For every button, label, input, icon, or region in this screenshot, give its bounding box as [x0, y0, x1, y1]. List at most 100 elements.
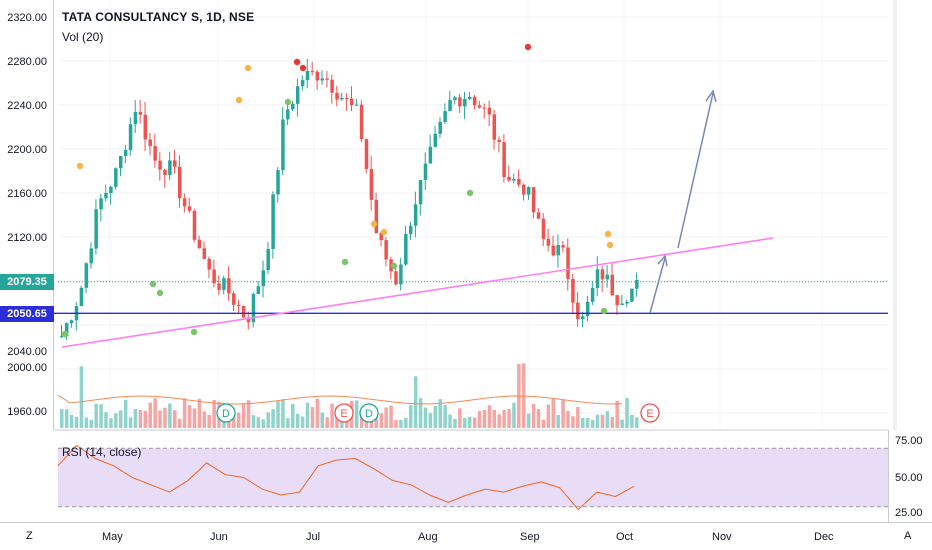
candle-body	[399, 264, 403, 285]
signal-dot	[466, 189, 474, 197]
price-tick: 2200.00	[7, 144, 47, 156]
volume-ma-line	[57, 394, 623, 405]
price-tick: 2280.00	[7, 56, 47, 68]
candle-body	[133, 111, 138, 125]
volume-bar	[394, 419, 398, 428]
candle-body	[340, 97, 344, 100]
candle-body	[350, 98, 354, 106]
candle-body	[581, 316, 585, 320]
candle-body	[463, 98, 467, 107]
event-marker	[359, 403, 379, 423]
volume-bar	[310, 407, 315, 428]
volume-bar	[541, 419, 546, 428]
volume-bar	[354, 400, 359, 428]
price-tick: 2160.00	[7, 188, 47, 200]
volume-bar	[463, 418, 467, 428]
volume-bar	[227, 418, 231, 428]
time-axis[interactable]: May Jun Jul Aug Sep Oct Nov Dec	[0, 522, 932, 550]
volume-bar	[615, 400, 619, 428]
volume-bar	[291, 404, 295, 428]
candle-body	[551, 245, 556, 256]
auto-scale-button[interactable]: A	[904, 530, 912, 542]
volume-bar	[138, 409, 143, 428]
volume-legend[interactable]: Vol (20)	[62, 30, 104, 44]
volume-bar	[123, 400, 128, 428]
volume-bar	[187, 405, 192, 428]
candle-body	[138, 111, 143, 115]
candle-body	[605, 274, 610, 280]
volume-bar	[536, 409, 541, 428]
candle-body	[69, 320, 74, 324]
candle-body	[236, 304, 241, 306]
candle-body	[217, 283, 221, 290]
volume-bar	[482, 409, 487, 428]
volume-bar	[359, 414, 364, 428]
candle-body	[502, 142, 506, 177]
candle-body	[531, 187, 536, 213]
volume-bar	[74, 416, 79, 428]
signal-dot	[299, 64, 307, 72]
candle-body	[305, 71, 310, 81]
candle-body	[487, 107, 492, 115]
candle-body	[335, 92, 339, 100]
volume-bar	[512, 402, 516, 428]
candle-body	[114, 168, 118, 187]
volume-bar	[497, 414, 501, 428]
rsi-line	[57, 444, 635, 511]
scroll-area[interactable]	[893, 0, 897, 430]
volume-bar	[472, 417, 477, 428]
zoom-toggle-button[interactable]: Z	[26, 530, 33, 542]
candle-body	[320, 78, 325, 81]
volume-bar	[384, 407, 388, 428]
volume-bar	[438, 399, 442, 428]
projection-arrow-head	[657, 254, 668, 267]
signal-dot	[293, 58, 301, 66]
volume-bar	[590, 419, 595, 428]
signal-dot	[76, 162, 84, 170]
volume-bar	[99, 404, 103, 428]
volume-bar	[443, 405, 447, 428]
candle-body	[266, 248, 270, 271]
candle-body	[281, 119, 285, 171]
signal-dot	[190, 328, 198, 336]
candle-body	[453, 97, 457, 101]
volume-bar	[635, 417, 639, 428]
event-marker-label: D	[222, 408, 230, 420]
signal-dot	[524, 43, 532, 51]
candle-body	[310, 71, 315, 73]
candle-body	[246, 317, 251, 323]
rsi-legend[interactable]: RSI (14, close)	[62, 445, 142, 459]
time-tick: Oct	[616, 531, 634, 543]
symbol-header[interactable]: TATA CONSULTANCY S, 1D, NSE	[62, 10, 254, 24]
candle-body	[177, 166, 182, 199]
projection-arrow-head	[705, 89, 717, 103]
volume-bar	[69, 414, 74, 428]
candle-body	[276, 170, 280, 195]
candle-body	[482, 107, 487, 109]
time-tick: Dec	[814, 531, 834, 543]
volume-bar	[182, 398, 187, 428]
price-tick: 2000.00	[7, 362, 47, 374]
candle-body	[118, 156, 123, 169]
volume-bar	[84, 417, 89, 428]
volume-bar	[158, 410, 162, 428]
rsi-axis[interactable]: 75.00 50.00 25.00	[888, 430, 932, 522]
price-axis[interactable]: 2320.00 2280.00 2240.00 2200.00 2160.00 …	[0, 0, 54, 430]
candle-body	[566, 247, 570, 279]
volume-bar	[251, 415, 256, 428]
volume-bar	[261, 419, 266, 428]
candle-body	[286, 109, 290, 120]
candle-body	[325, 78, 329, 80]
volume-bar	[576, 407, 580, 428]
candle-body	[369, 168, 374, 200]
price-tick: 1960.00	[7, 406, 47, 418]
volume-bar	[143, 410, 148, 428]
candle-body	[541, 218, 546, 239]
candle-body	[84, 263, 89, 288]
candle-body	[168, 160, 172, 176]
candle-body	[620, 303, 624, 306]
candle-body	[438, 121, 442, 134]
rsi-tick: 75.00	[895, 435, 923, 447]
volume-bar	[79, 366, 84, 428]
